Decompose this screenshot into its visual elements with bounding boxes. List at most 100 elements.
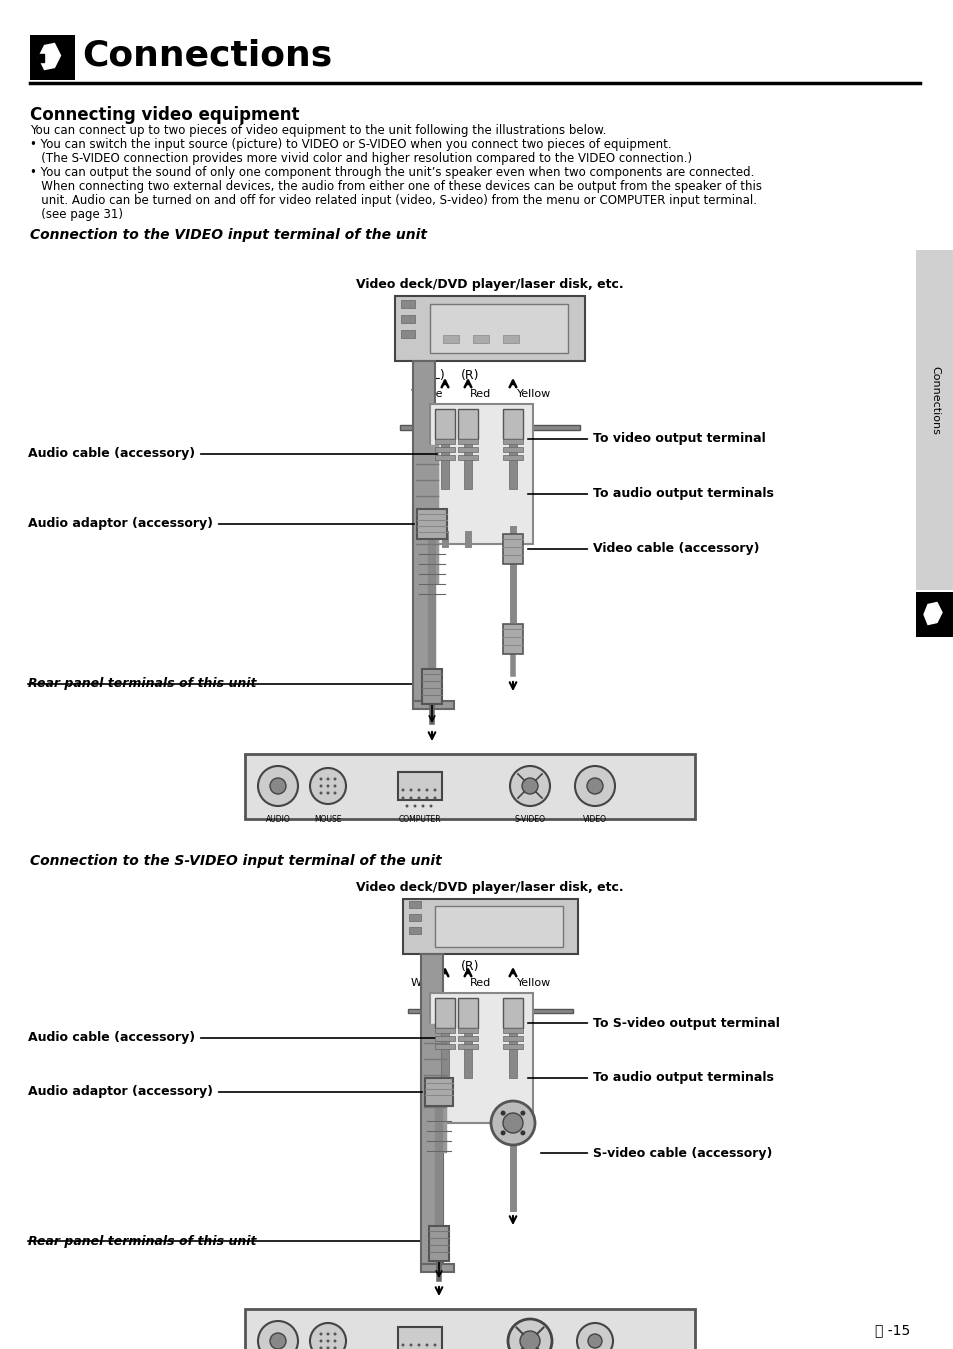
Circle shape <box>326 1346 329 1349</box>
Circle shape <box>519 1331 539 1349</box>
Circle shape <box>491 1101 535 1145</box>
Bar <box>409 927 420 934</box>
Bar <box>435 438 455 444</box>
Circle shape <box>310 768 346 804</box>
Circle shape <box>319 777 322 781</box>
Bar <box>402 898 578 954</box>
Bar <box>457 1028 477 1033</box>
Text: Audio adaptor (accessory): Audio adaptor (accessory) <box>28 1086 422 1098</box>
Text: To audio output terminals: To audio output terminals <box>527 487 773 500</box>
Text: Connections: Connections <box>929 366 939 434</box>
Circle shape <box>433 1344 436 1346</box>
Bar <box>502 998 522 1028</box>
Bar <box>430 993 533 1122</box>
Circle shape <box>519 1130 525 1136</box>
Bar <box>463 438 472 488</box>
Circle shape <box>319 785 322 788</box>
Circle shape <box>433 796 436 800</box>
Text: To video output terminal: To video output terminal <box>527 433 765 445</box>
Bar <box>502 1036 522 1041</box>
Polygon shape <box>38 43 60 70</box>
Bar <box>435 1036 455 1041</box>
Circle shape <box>326 792 329 795</box>
Bar <box>400 316 415 322</box>
Text: (L): (L) <box>428 960 445 973</box>
Text: (R): (R) <box>460 960 478 973</box>
Circle shape <box>319 1333 322 1336</box>
Circle shape <box>413 804 416 808</box>
Text: Audio cable (accessory): Audio cable (accessory) <box>28 1032 445 1044</box>
Circle shape <box>319 1346 322 1349</box>
Bar <box>397 1327 441 1349</box>
Bar <box>473 335 489 343</box>
Text: Yellow: Yellow <box>517 389 551 399</box>
Bar <box>442 335 458 343</box>
Text: VIDEO: VIDEO <box>582 815 606 824</box>
Text: • You can output the sound of only one component through the unit’s speaker even: • You can output the sound of only one c… <box>30 166 754 179</box>
Circle shape <box>409 789 412 792</box>
Bar <box>915 250 953 590</box>
Text: You can connect up to two pieces of video equipment to the unit following the il: You can connect up to two pieces of vide… <box>30 124 606 138</box>
Bar <box>399 425 579 430</box>
Text: Audio cable (accessory): Audio cable (accessory) <box>28 448 436 460</box>
Circle shape <box>319 1340 322 1342</box>
Circle shape <box>521 778 537 795</box>
Text: Connecting video equipment: Connecting video equipment <box>30 107 299 124</box>
Bar <box>463 1028 472 1078</box>
Circle shape <box>401 796 404 800</box>
Bar <box>440 1028 449 1078</box>
Polygon shape <box>923 603 941 625</box>
Circle shape <box>334 1346 336 1349</box>
Circle shape <box>405 804 408 808</box>
Circle shape <box>507 1319 552 1349</box>
Text: (R): (R) <box>460 370 478 382</box>
Text: Red: Red <box>470 389 491 399</box>
Bar <box>395 295 584 362</box>
Bar <box>420 1264 454 1272</box>
Bar <box>400 331 415 339</box>
Circle shape <box>334 777 336 781</box>
Bar <box>435 409 455 438</box>
Bar <box>400 299 415 308</box>
Text: MOUSE: MOUSE <box>314 815 341 824</box>
Text: Rear panel terminals of this unit: Rear panel terminals of this unit <box>28 1234 256 1248</box>
Bar <box>435 455 455 460</box>
Bar <box>457 1044 477 1050</box>
Bar <box>429 1226 449 1261</box>
Circle shape <box>270 778 286 795</box>
Bar <box>397 772 441 800</box>
Bar <box>502 409 522 438</box>
Bar <box>502 625 522 654</box>
Circle shape <box>326 777 329 781</box>
Bar <box>435 907 562 947</box>
Circle shape <box>257 1321 297 1349</box>
Circle shape <box>425 789 428 792</box>
Circle shape <box>257 766 297 805</box>
Circle shape <box>500 1130 505 1136</box>
Text: • You can switch the input source (picture) to VIDEO or S-VIDEO when you connect: • You can switch the input source (pictu… <box>30 138 671 151</box>
Bar <box>420 954 442 1264</box>
Circle shape <box>510 766 550 805</box>
Bar <box>30 35 75 80</box>
Text: Red: Red <box>470 978 491 987</box>
Circle shape <box>575 766 615 805</box>
Circle shape <box>401 789 404 792</box>
Bar <box>509 1028 517 1078</box>
Bar <box>440 438 449 488</box>
Text: Video cable (accessory): Video cable (accessory) <box>527 542 759 556</box>
Circle shape <box>586 778 602 795</box>
Text: White: White <box>410 389 442 399</box>
Circle shape <box>409 796 412 800</box>
Circle shape <box>326 785 329 788</box>
Text: White: White <box>410 978 442 987</box>
Text: COMPUTER: COMPUTER <box>398 815 441 824</box>
Bar <box>509 438 517 488</box>
Circle shape <box>334 1340 336 1342</box>
Text: Audio adaptor (accessory): Audio adaptor (accessory) <box>28 518 414 530</box>
Bar <box>435 1028 455 1033</box>
Text: unit. Audio can be turned on and off for video related input (video, S-video) fr: unit. Audio can be turned on and off for… <box>30 194 757 206</box>
Bar <box>502 1044 522 1050</box>
Bar <box>457 1036 477 1041</box>
Bar <box>424 1078 453 1106</box>
Bar <box>457 455 477 460</box>
